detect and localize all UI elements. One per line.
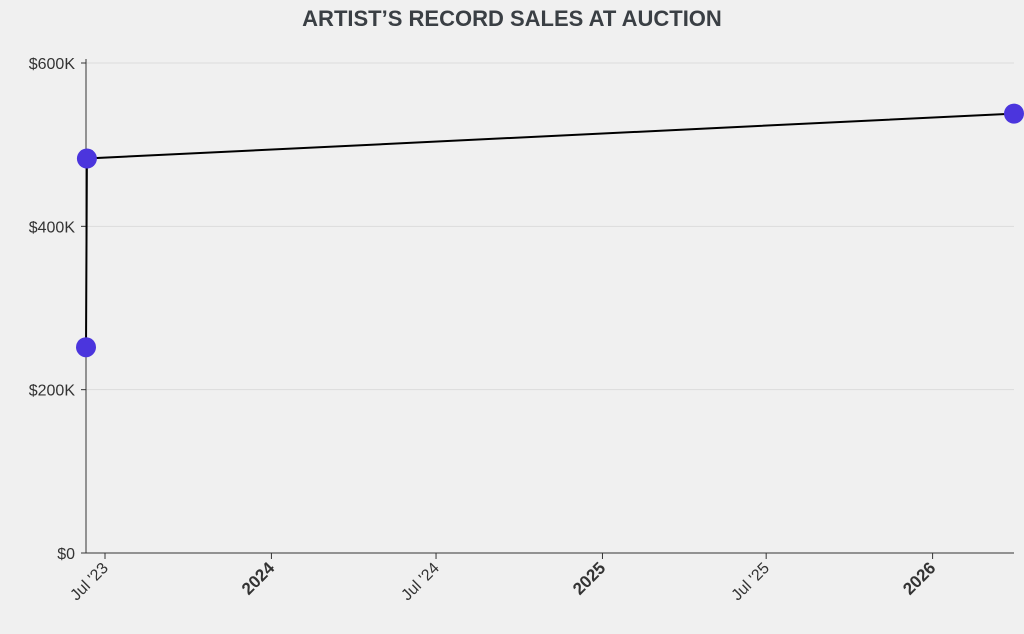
chart-title: ARTIST’S RECORD SALES AT AUCTION — [302, 6, 722, 31]
y-tick-label: $600K — [29, 56, 76, 73]
x-tick-label: 2024 — [238, 558, 279, 599]
y-tick-label: $0 — [57, 546, 75, 563]
grid-lines — [86, 62, 1014, 391]
data-point — [76, 148, 97, 169]
axes — [85, 59, 1014, 554]
x-axis-ticks: Jul '23 2024 Jul '24 2025 Jul '25 2026 — [67, 553, 939, 604]
x-tick-label: Jul '25 — [729, 560, 773, 604]
x-tick-label: 2025 — [569, 558, 609, 598]
x-tick-label: Jul '23 — [67, 560, 111, 604]
x-tick-label: 2026 — [899, 558, 939, 598]
data-point — [1004, 103, 1024, 124]
y-tick-label: $400K — [29, 219, 76, 236]
data-point — [76, 337, 96, 358]
series-layer — [76, 103, 1024, 358]
y-axis-ticks: $0 $200K $400K $600K — [29, 56, 86, 563]
x-tick-label: Jul '24 — [398, 560, 442, 604]
y-tick-label: $200K — [29, 383, 76, 400]
series-line — [85, 112, 1015, 348]
